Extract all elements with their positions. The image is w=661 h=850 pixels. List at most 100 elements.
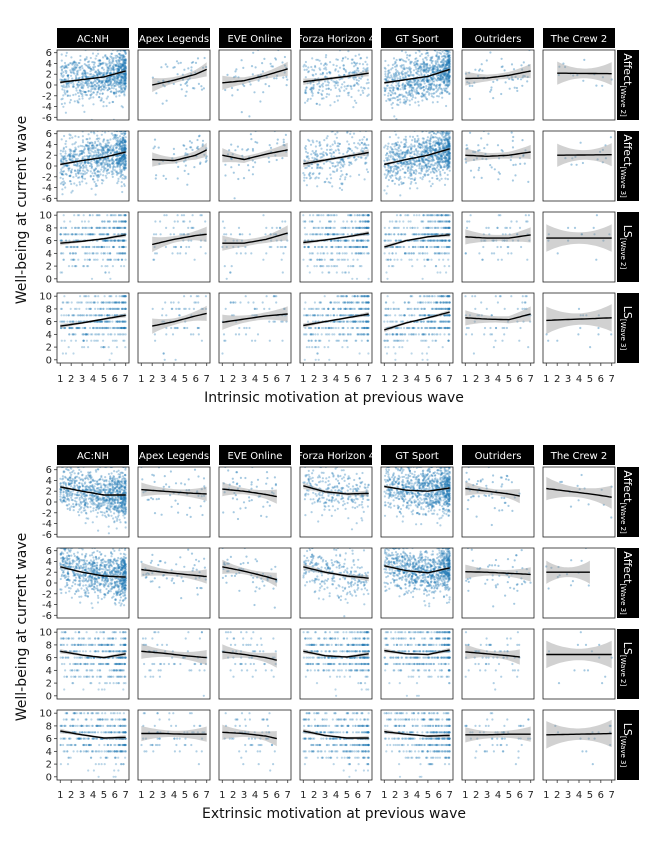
data-point — [400, 153, 403, 156]
data-point — [81, 177, 84, 180]
data-point — [404, 171, 407, 174]
data-point — [115, 146, 118, 149]
data-point — [325, 84, 328, 87]
data-point — [64, 142, 67, 145]
data-point — [438, 152, 441, 156]
data-point — [522, 74, 525, 77]
data-point — [316, 165, 319, 168]
data-point — [418, 67, 421, 70]
data-point — [120, 158, 123, 161]
trend-line — [303, 72, 369, 83]
data-point — [343, 68, 346, 71]
data-point — [102, 146, 105, 149]
data-point — [385, 87, 388, 90]
data-point — [186, 80, 189, 83]
data-point — [351, 58, 354, 61]
data-point — [410, 168, 413, 172]
data-point — [82, 245, 85, 249]
data-point — [123, 55, 126, 59]
data-point — [365, 82, 368, 85]
data-point — [407, 58, 410, 61]
data-point — [353, 76, 357, 79]
data-point — [446, 139, 449, 142]
data-point — [321, 73, 324, 76]
panel-gt-sport-affect-wave-2 — [380, 49, 454, 121]
data-point — [432, 132, 436, 135]
data-point — [438, 148, 441, 151]
data-point — [268, 160, 271, 163]
data-point — [384, 73, 387, 76]
data-point — [65, 86, 68, 89]
data-point — [83, 258, 86, 261]
data-point — [86, 265, 89, 268]
data-point — [448, 65, 451, 68]
data-point — [337, 142, 340, 145]
data-point — [124, 73, 127, 76]
data-point — [433, 64, 436, 67]
data-point — [205, 147, 208, 150]
data-point — [123, 163, 126, 166]
data-point — [113, 239, 116, 242]
data-point — [444, 66, 447, 69]
data-point — [399, 158, 402, 161]
facet-label-gt-sport: GT Sport — [395, 34, 439, 45]
data-point — [448, 155, 451, 158]
data-point — [431, 136, 434, 139]
data-point — [166, 65, 169, 68]
data-point — [99, 158, 102, 161]
data-point — [121, 220, 124, 223]
data-point — [365, 56, 369, 59]
data-point — [114, 166, 117, 169]
panel-contents — [152, 134, 208, 186]
data-point — [92, 258, 96, 261]
data-point — [123, 161, 126, 164]
data-point — [61, 79, 64, 82]
data-point — [424, 63, 427, 66]
data-point — [69, 252, 72, 255]
data-point — [102, 170, 105, 173]
data-point — [439, 77, 442, 80]
data-point — [418, 159, 421, 163]
data-point — [92, 96, 95, 99]
data-point — [105, 73, 108, 76]
data-point — [85, 94, 89, 97]
data-point — [419, 87, 422, 90]
data-point — [400, 181, 403, 184]
data-point — [439, 153, 442, 156]
data-point — [78, 214, 81, 217]
data-point — [108, 159, 111, 162]
data-point — [102, 166, 105, 169]
data-point — [76, 84, 79, 87]
data-point — [448, 136, 451, 139]
data-point — [80, 90, 83, 93]
data-point — [349, 132, 352, 135]
data-point — [107, 76, 110, 79]
data-point — [447, 50, 450, 53]
data-point — [403, 85, 406, 88]
data-point — [420, 150, 423, 153]
data-point — [439, 164, 442, 167]
data-point — [91, 233, 95, 236]
data-point — [86, 155, 89, 158]
data-point — [445, 91, 448, 94]
data-point — [273, 77, 276, 80]
data-point — [358, 173, 361, 176]
data-point — [79, 82, 82, 85]
data-point — [65, 70, 68, 73]
data-point — [446, 50, 449, 53]
data-point — [526, 75, 529, 79]
data-point — [251, 149, 255, 152]
data-point — [428, 168, 431, 171]
data-point — [63, 165, 66, 168]
data-point — [346, 140, 349, 143]
data-point — [419, 176, 422, 179]
data-point — [387, 164, 390, 167]
data-point — [69, 148, 72, 151]
data-point — [427, 67, 430, 70]
data-point — [426, 51, 429, 55]
data-point — [389, 151, 392, 154]
data-point — [402, 156, 405, 159]
data-point — [332, 155, 336, 158]
data-point — [448, 146, 451, 149]
data-point — [320, 62, 323, 65]
